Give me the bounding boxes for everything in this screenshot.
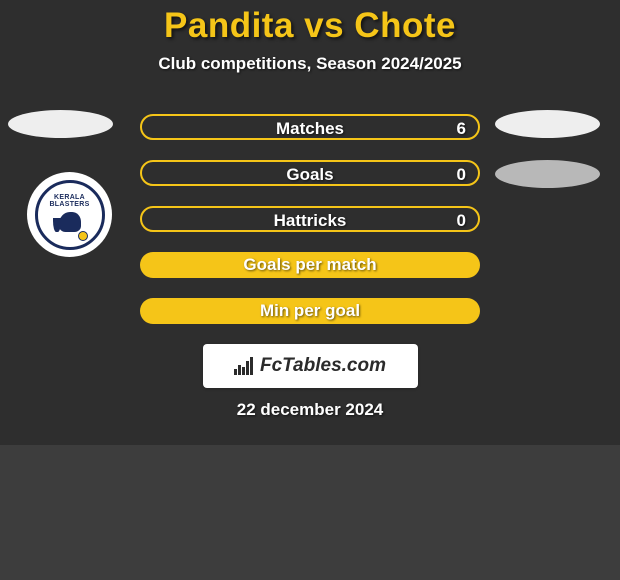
stat-right-value: 0: [457, 162, 466, 188]
badge-line2: BLASTERS: [49, 201, 89, 208]
page-title: Pandita vs Chote: [0, 6, 620, 46]
source-logo: FcTables.com: [203, 344, 418, 388]
stat-right-value: 0: [457, 208, 466, 234]
main-content: Pandita vs Chote Club competitions, Seas…: [0, 0, 620, 420]
stat-row-goals: Goals 0: [140, 160, 480, 186]
stat-label: Min per goal: [260, 298, 360, 324]
stats-list: Matches 6 Goals 0 Hattricks 0 Goals per …: [140, 114, 480, 324]
comparison-area: KERALA BLASTERS Matches 6 Goals 0 Hattri…: [0, 114, 620, 324]
stat-label: Goals per match: [243, 252, 376, 278]
stat-row-min-per-goal: Min per goal: [140, 298, 480, 324]
background-lower: [0, 445, 620, 580]
stat-label: Matches: [276, 116, 344, 142]
source-name: FcTables.com: [260, 355, 386, 377]
club-badge-inner: KERALA BLASTERS: [35, 180, 105, 250]
player-slot-right-1: [495, 110, 600, 138]
stat-label: Goals: [286, 162, 333, 188]
player-slot-left: [8, 110, 113, 138]
stat-right-value: 6: [457, 116, 466, 142]
badge-ball-icon: [78, 231, 88, 241]
date-label: 22 december 2024: [0, 400, 620, 420]
player-slot-right-2: [495, 160, 600, 188]
club-badge-left: KERALA BLASTERS: [27, 172, 112, 257]
page-subtitle: Club competitions, Season 2024/2025: [0, 54, 620, 74]
stat-label: Hattricks: [274, 208, 347, 234]
stat-row-matches: Matches 6: [140, 114, 480, 140]
stat-row-hattricks: Hattricks 0: [140, 206, 480, 232]
bar-chart-icon: [234, 357, 256, 375]
stat-row-goals-per-match: Goals per match: [140, 252, 480, 278]
badge-line1: KERALA: [54, 194, 85, 201]
